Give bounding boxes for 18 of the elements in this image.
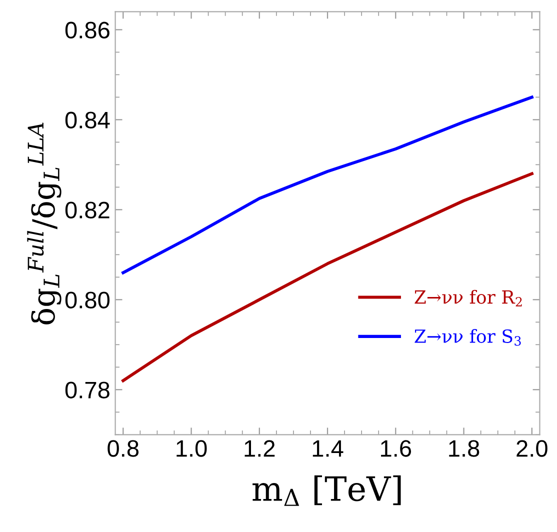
x-tick-label: 1.4 bbox=[312, 440, 344, 457]
x-tick-label: 1.8 bbox=[449, 440, 480, 457]
line-series bbox=[122, 96, 534, 274]
x-axis-title: m$_{Δ}$ [TeV] bbox=[252, 475, 401, 506]
x-tick-label: 2.0 bbox=[516, 440, 548, 457]
x-tick-label: 0.8 bbox=[108, 440, 139, 457]
y-tick-label: 0.86 bbox=[65, 22, 110, 38]
y-axis-title: δg$_{L}$$^{Full}$/δg$_{L}$$^{LLA}$ bbox=[27, 122, 62, 324]
legend-label: Z→νν for S$_{3}$ bbox=[414, 329, 521, 346]
line-series bbox=[122, 172, 534, 382]
x-tick-label: 1.2 bbox=[244, 440, 275, 457]
y-tick-label: 0.80 bbox=[65, 292, 110, 308]
y-tick-label: 0.78 bbox=[65, 382, 110, 398]
legend-label: Z→νν for R$_{2}$ bbox=[414, 290, 522, 306]
x-tick-label: 1.6 bbox=[381, 440, 412, 457]
x-tick-label: 1.0 bbox=[176, 440, 207, 457]
y-tick-label: 0.84 bbox=[65, 112, 110, 128]
y-tick-label: 0.82 bbox=[65, 202, 110, 218]
